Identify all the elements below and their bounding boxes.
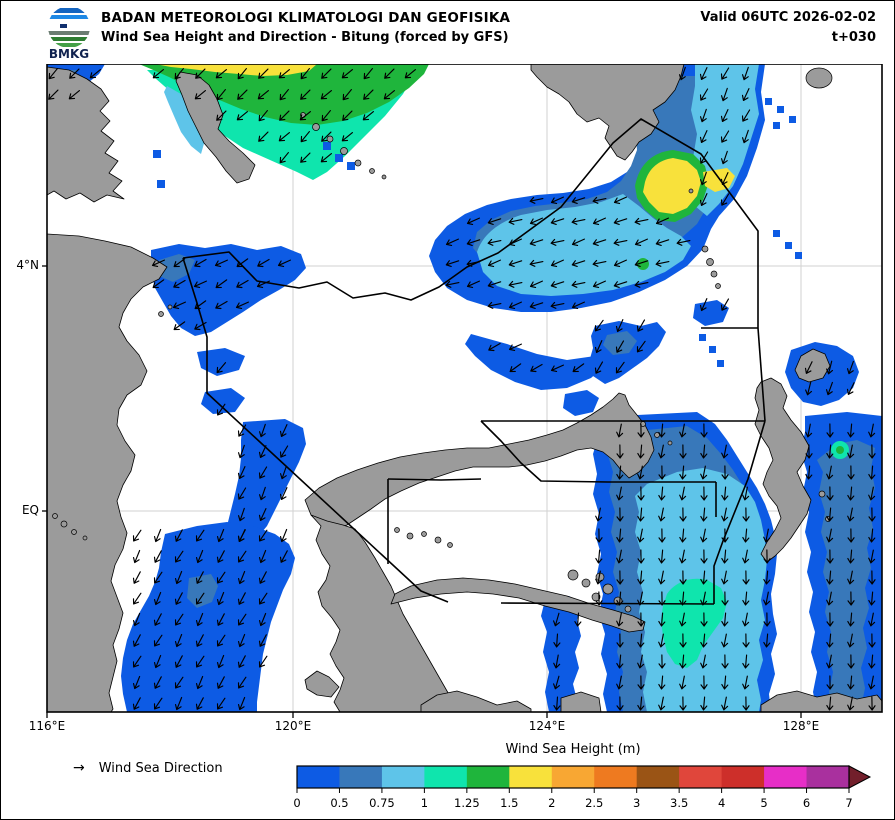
colorbar-segment	[679, 766, 723, 788]
colorbar-segment	[339, 766, 383, 788]
forecast-step: t+030	[831, 30, 876, 45]
colorbar-tick-label: 1.25	[454, 796, 480, 810]
colorbar-tick-label: 4	[718, 796, 725, 810]
colorbar-segment	[424, 766, 468, 788]
colorbar-segment	[594, 766, 638, 788]
colorbar-tick-label: 5	[760, 796, 767, 810]
ytick-eq: EQ	[21, 503, 39, 517]
logo-text: BMKG	[49, 47, 89, 61]
colorbar-tick-label: 3.5	[670, 796, 688, 810]
xtick-128e: 128°E	[782, 719, 820, 733]
xtick-124e: 124°E	[528, 719, 566, 733]
product-title: Wind Sea Height and Direction - Bitung (…	[101, 30, 509, 45]
xtick-116e: 116°E	[28, 719, 66, 733]
xtick-120e: 120°E	[274, 719, 312, 733]
bmkg-logo: BMKG	[48, 6, 90, 61]
colorbar-segment	[764, 766, 808, 788]
colorbar-segment	[297, 766, 340, 788]
colorbar-tick-label: 6	[803, 796, 810, 810]
colorbar-tick-label: 0.5	[330, 796, 348, 810]
colorbar-segment	[551, 766, 595, 788]
map-canvas	[42, 64, 883, 718]
colorbar-over-arrow	[848, 765, 872, 789]
valid-time: Valid 06UTC 2026-02-02	[700, 10, 876, 25]
colorbar-tick-label: 1	[421, 796, 428, 810]
colorbar-title: Wind Sea Height (m)	[505, 742, 641, 757]
direction-legend-label: Wind Sea Direction	[98, 761, 223, 776]
agency-title: BADAN METEOROLOGI KLIMATOLOGI DAN GEOFIS…	[101, 10, 511, 26]
colorbar-tick-label: 0	[293, 796, 300, 810]
colorbar-tick-label: 2.5	[585, 796, 603, 810]
colorbar-segment	[636, 766, 680, 788]
colorbar-segment	[806, 766, 850, 788]
colorbar-tick-label: 7	[845, 796, 852, 810]
wave-height-colorbar: 0 0.5 0.75 1 1.25 1.5 2 2.5 3 3.5 4 5 6 7	[293, 765, 872, 810]
direction-legend: → Wind Sea Direction	[73, 760, 223, 776]
colorbar-segment	[509, 766, 553, 788]
colorbar-segment	[381, 766, 425, 788]
colorbar-tick-label: 2	[548, 796, 555, 810]
colorbar-segment	[721, 766, 765, 788]
colorbar-segment	[466, 766, 510, 788]
ytick-4n: 4°N	[16, 258, 39, 272]
colorbar-tick-label: 3	[633, 796, 640, 810]
wind-direction-arrow-icon: →	[73, 760, 85, 776]
colorbar-tick-label: 1.5	[500, 796, 518, 810]
colorbar-tick-label: 0.75	[369, 796, 395, 810]
